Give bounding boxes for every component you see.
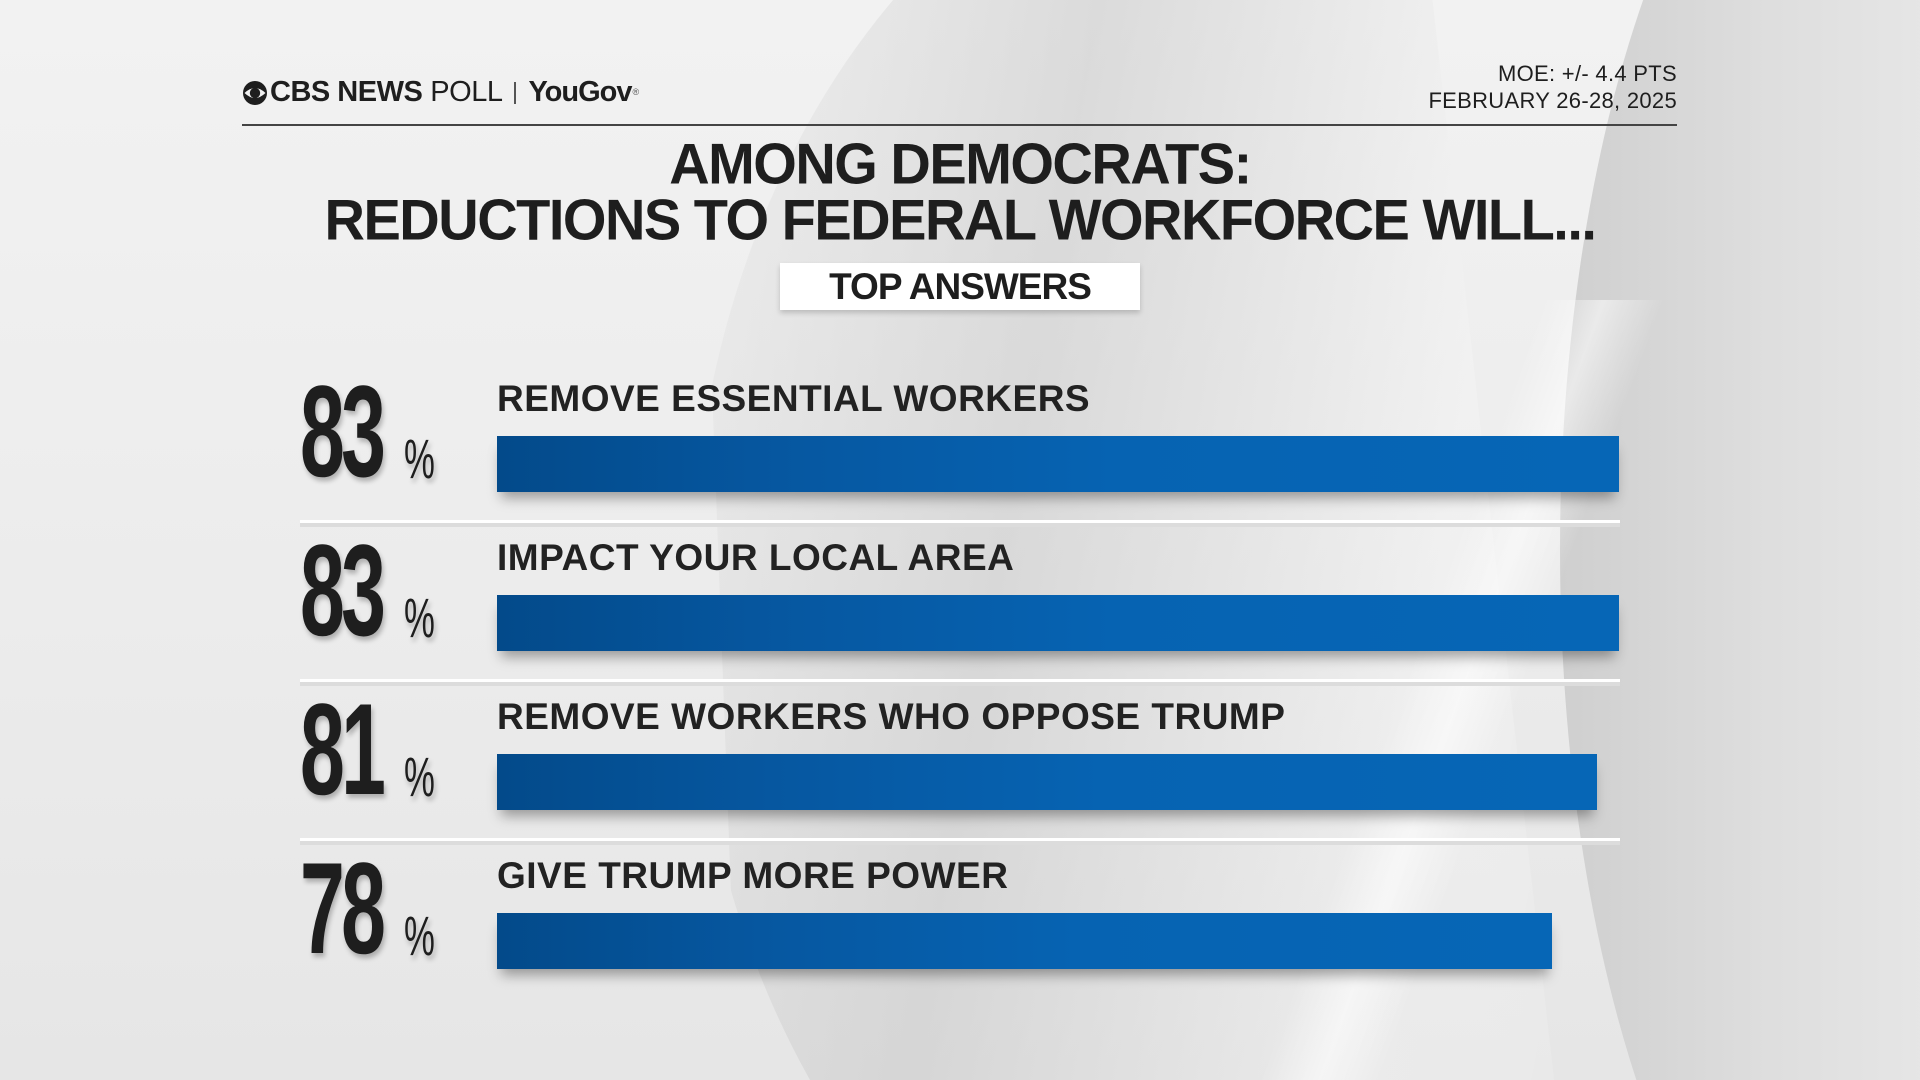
bar-chart: 83 % REMOVE ESSENTIAL WORKERS 83 % IMPAC… xyxy=(300,360,1620,996)
percent-value: 78 % xyxy=(300,835,454,981)
chart-title: AMONG DEMOCRATS: REDUCTIONS TO FEDERAL W… xyxy=(0,131,1920,252)
logo-divider xyxy=(514,81,517,104)
bar-row: 81 % REMOVE WORKERS WHO OPPOSE TRUMP xyxy=(300,676,1620,845)
bar xyxy=(497,913,1552,969)
row-separator xyxy=(300,520,1620,527)
margin-of-error: MOE: +/- 4.4 PTS xyxy=(1497,61,1677,86)
bar xyxy=(497,754,1597,810)
percent-sign: % xyxy=(404,586,435,649)
percent-number: 78 xyxy=(300,835,386,981)
percent-sign: % xyxy=(404,427,435,490)
bar-label: IMPACT YOUR LOCAL AREA xyxy=(497,537,1015,578)
bar-label: REMOVE ESSENTIAL WORKERS xyxy=(497,378,1091,419)
bar-row: 83 % IMPACT YOUR LOCAL AREA xyxy=(300,517,1620,686)
percent-value: 83 % xyxy=(300,517,454,663)
registered-mark: ® xyxy=(632,87,640,97)
percent-value: 81 % xyxy=(300,676,454,822)
bar-label: GIVE TRUMP MORE POWER xyxy=(497,855,1009,896)
title-line-2: REDUCTIONS TO FEDERAL WORKFORCE WILL... xyxy=(324,187,1597,252)
title-line-1: AMONG DEMOCRATS: xyxy=(669,131,1252,196)
bar-row: 83 % REMOVE ESSENTIAL WORKERS xyxy=(300,358,1620,527)
percent-sign: % xyxy=(404,745,435,808)
row-separator xyxy=(300,838,1620,845)
percent-sign: % xyxy=(404,904,435,967)
bar-row: 78 % GIVE TRUMP MORE POWER xyxy=(300,837,1620,996)
subtitle-label: TOP ANSWERS xyxy=(829,265,1092,307)
bar xyxy=(497,436,1619,492)
poll-meta: MOE: +/- 4.4 PTS FEBRUARY 26-28, 2025 xyxy=(1428,60,1677,114)
header: CBS NEWS POLL YouGov ® MOE: +/- 4.4 PTS … xyxy=(242,60,1677,126)
percent-number: 81 xyxy=(300,676,386,822)
brand-network: CBS NEWS xyxy=(270,76,423,108)
cbs-news-poll-yougov-logo: CBS NEWS POLL YouGov ® xyxy=(242,78,639,107)
bar-label: REMOVE WORKERS WHO OPPOSE TRUMP xyxy=(497,696,1286,737)
poll-dates: FEBRUARY 26-28, 2025 xyxy=(1428,88,1677,113)
brand-partner: YouGov xyxy=(528,76,632,108)
brand-product: POLL xyxy=(430,76,503,108)
percent-number: 83 xyxy=(300,358,386,504)
background-swoosh-right xyxy=(1560,0,1920,1080)
percent-number: 83 xyxy=(300,517,386,663)
row-separator xyxy=(300,679,1620,686)
top-answers-badge: TOP ANSWERS xyxy=(780,263,1140,310)
bar xyxy=(497,595,1619,651)
cbs-eye-icon xyxy=(243,80,267,105)
percent-value: 83 % xyxy=(300,358,454,504)
